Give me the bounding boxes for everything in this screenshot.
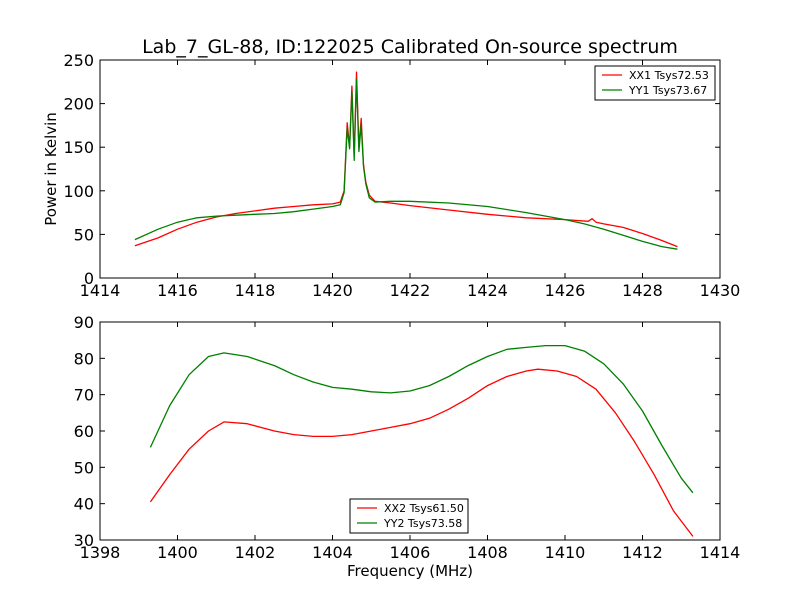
legend: XX1 Tsys72.53 YY1 Tsys73.67 <box>594 65 716 101</box>
y-tick-label: 50 <box>74 225 94 244</box>
x-tick-label: 1410 <box>545 543 586 562</box>
x-tick-label: 1400 <box>157 543 198 562</box>
y-tick-label: 200 <box>63 95 94 114</box>
legend-entry: YY1 Tsys73.67 <box>628 84 707 97</box>
x-tick-label: 1398 <box>80 543 121 562</box>
x-tick-label: 1426 <box>545 281 586 300</box>
chart-title: Lab_7_GL-88, ID:122025 Calibrated On-sou… <box>142 36 678 58</box>
legend-entry: XX2 Tsys61.50 <box>384 502 464 515</box>
y-tick-label: 90 <box>74 313 94 332</box>
y-tick-label: 150 <box>63 138 94 157</box>
top-panel-spectrum: 1414 1416 1418 1420 1422 1424 1426 1428 1430 0 50 1… <box>42 51 740 300</box>
legend-entry: YY2 Tsys73.58 <box>383 517 462 530</box>
legend-box <box>349 498 469 534</box>
x-tick-label: 1414 <box>80 281 121 300</box>
y-tick-label: 70 <box>74 386 94 405</box>
x-tick-label: 1420 <box>312 281 353 300</box>
x-tick-label: 1430 <box>700 281 741 300</box>
legend-box <box>594 65 716 101</box>
series-line-yy <box>149 344 694 494</box>
series-line-yy <box>134 78 678 250</box>
y-tick-label: 40 <box>74 495 94 514</box>
legend: XX2 Tsys61.50 YY2 Tsys73.58 <box>349 498 469 534</box>
bottom-panel-spectrum: 1398 1400 1402 1404 1406 1408 1410 1412 1414 30 40… <box>74 313 741 580</box>
x-axis-label: Frequency (MHz) <box>347 562 473 580</box>
x-tick-label: 1416 <box>157 281 198 300</box>
y-tick-label: 0 <box>84 269 94 288</box>
y-tick-label: 250 <box>63 51 94 70</box>
y-axis-label: Power in Kelvin <box>42 112 60 226</box>
legend-entry: XX1 Tsys72.53 <box>629 69 709 82</box>
y-tick-label: 80 <box>74 349 94 368</box>
x-tick-label: 1424 <box>467 281 508 300</box>
x-tick-label: 1418 <box>235 281 276 300</box>
y-tick-label: 50 <box>74 458 94 477</box>
series-line-xx <box>149 368 694 537</box>
y-tick-label: 60 <box>74 422 94 441</box>
x-tick-label: 1406 <box>390 543 431 562</box>
x-tick-label: 1422 <box>390 281 431 300</box>
x-tick-label: 1412 <box>622 543 663 562</box>
y-tick-label: 100 <box>63 182 94 201</box>
x-tick-label: 1428 <box>622 281 663 300</box>
x-tick-label: 1404 <box>312 543 353 562</box>
x-tick-label: 1408 <box>467 543 508 562</box>
x-tick-label: 1414 <box>700 543 741 562</box>
y-tick-label: 30 <box>74 531 94 550</box>
x-tick-label: 1402 <box>235 543 276 562</box>
